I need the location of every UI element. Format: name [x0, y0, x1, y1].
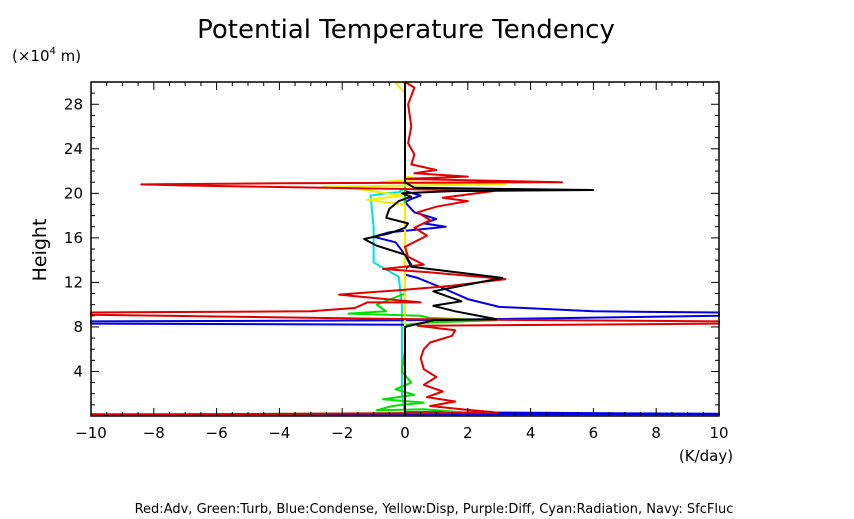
series-line-advection — [90, 81, 720, 416]
y-axis-label: Height — [29, 219, 51, 282]
plot-frame — [90, 81, 720, 417]
y-unit-prefix: (×10 — [12, 47, 50, 65]
x-tick-label: 6 — [589, 424, 599, 442]
y-axis-unit: (×104 m) — [12, 46, 81, 65]
x-tick-label: 0 — [400, 424, 410, 442]
series-layer — [90, 81, 720, 416]
x-tick-label: −6 — [206, 424, 228, 442]
y-tick-label: 4 — [73, 362, 83, 380]
x-tick-label: 8 — [651, 424, 661, 442]
series-line-total — [363, 82, 595, 415]
y-tick-label: 16 — [64, 229, 83, 247]
x-tick-label: −4 — [268, 424, 290, 442]
y-tick-label: 20 — [64, 184, 83, 202]
legend-caption: Red:Adv, Green:Turb, Blue:Condense, Yell… — [135, 502, 734, 517]
y-unit-suffix: m) — [56, 47, 81, 65]
x-tick-label: −8 — [143, 424, 165, 442]
y-tick-label: 8 — [73, 318, 83, 336]
y-unit-exponent: 4 — [50, 46, 56, 57]
y-tick-label: 12 — [64, 273, 83, 291]
x-tick-label: 2 — [463, 424, 473, 442]
y-tick-label: 24 — [64, 140, 83, 158]
x-tick-label: 4 — [526, 424, 536, 442]
x-tick-label: 10 — [709, 424, 728, 442]
chart-title: Potential Temperature Tendency — [197, 15, 615, 45]
x-tick-label: −2 — [331, 424, 353, 442]
x-tick-label: −10 — [75, 424, 107, 442]
series-line-dissipation — [322, 81, 507, 413]
series-line-turbulence — [90, 82, 498, 416]
y-tick-label: 28 — [64, 95, 83, 113]
x-axis-label: (K/day) — [679, 447, 733, 465]
